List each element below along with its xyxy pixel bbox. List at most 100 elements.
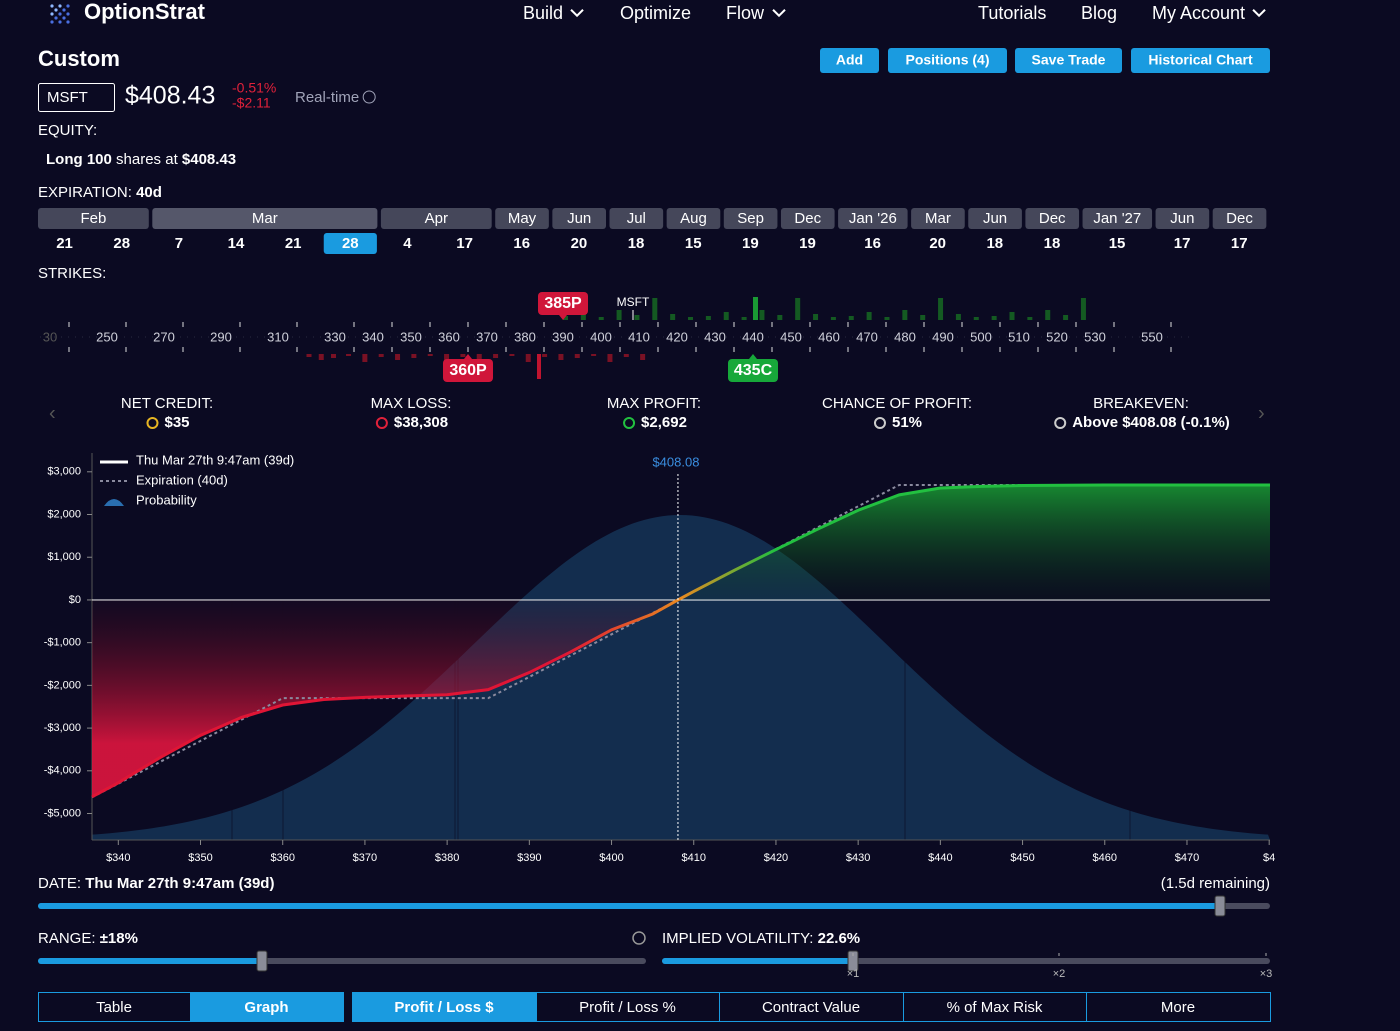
strike-leg-label[interactable]: 360P [449, 362, 487, 379]
strike-label[interactable]: 470 [856, 329, 878, 344]
action-button-label[interactable]: Historical Chart [1148, 52, 1253, 68]
day-label[interactable]: 19 [742, 235, 759, 252]
action-button[interactable] [1131, 48, 1270, 73]
tab-label[interactable]: Graph [244, 999, 288, 1016]
day-label[interactable]: 4 [403, 235, 412, 252]
strike-label[interactable]: 290 [210, 329, 232, 344]
slider-handle[interactable] [1214, 895, 1226, 917]
month-tab[interactable] [1155, 208, 1210, 229]
month-label[interactable]: Feb [80, 210, 106, 227]
day-label[interactable]: 21 [285, 235, 302, 252]
day-label[interactable]: 18 [1044, 235, 1061, 252]
slider-handle[interactable] [847, 950, 859, 972]
tab[interactable] [903, 992, 1087, 1022]
month-label[interactable]: Jan '27 [1093, 210, 1141, 227]
tab[interactable] [38, 992, 191, 1022]
ticker[interactable]: MSFT [47, 89, 88, 106]
month-label[interactable]: Mar [925, 210, 951, 227]
day-label[interactable]: 18 [986, 235, 1003, 252]
nav-link[interactable]: Build [523, 3, 563, 23]
strike-label[interactable]: 450 [780, 329, 802, 344]
tab-label[interactable]: Profit / Loss $ [394, 999, 494, 1016]
month-tab[interactable] [838, 208, 908, 229]
day-label[interactable]: 20 [571, 235, 588, 252]
strike-label[interactable]: 460 [818, 329, 840, 344]
action-button-label[interactable]: Positions (4) [905, 52, 989, 68]
month-tab[interactable] [780, 208, 835, 229]
logo[interactable]: OptionStrat [84, 0, 206, 24]
strike-label[interactable]: 380 [514, 329, 536, 344]
tab[interactable] [1086, 992, 1271, 1022]
nav-link[interactable]: Optimize [620, 3, 691, 23]
strike-label[interactable]: 430 [704, 329, 726, 344]
strike-leg-label[interactable]: 385P [544, 295, 582, 312]
tab-label[interactable]: Contract Value [762, 999, 860, 1016]
day-label[interactable]: 19 [799, 235, 816, 252]
month-tab[interactable] [723, 208, 778, 229]
action-button-label[interactable]: Save Trade [1032, 52, 1106, 68]
month-label[interactable]: Dec [794, 210, 821, 227]
iv-icon[interactable] [632, 931, 646, 945]
month-tab[interactable] [1025, 208, 1080, 229]
day-label[interactable]: 17 [1174, 235, 1191, 252]
strike-label[interactable]: 490 [932, 329, 954, 344]
nav-link[interactable]: Blog [1081, 3, 1117, 23]
slider-handle[interactable] [256, 950, 268, 972]
strike-label[interactable]: 480 [894, 329, 916, 344]
month-label[interactable]: Mar [252, 210, 278, 227]
strike-label[interactable]: 330 [324, 329, 346, 344]
strike-label[interactable]: 420 [666, 329, 688, 344]
strike-label[interactable]: 440 [742, 329, 764, 344]
strike-label[interactable]: 530 [1084, 329, 1106, 344]
tab-label[interactable]: % of Max Risk [947, 999, 1043, 1016]
day-label[interactable]: 28 [342, 235, 359, 252]
action-button[interactable] [1015, 48, 1122, 73]
action-button[interactable] [820, 48, 879, 73]
tab[interactable] [536, 992, 720, 1022]
strike-leg[interactable] [443, 359, 493, 382]
month-tab[interactable] [152, 208, 378, 229]
strike-label[interactable]: 270 [153, 329, 175, 344]
strike-label[interactable]: 550 [1141, 329, 1163, 344]
nav-link[interactable]: My Account [1152, 3, 1245, 23]
day-label[interactable]: 16 [513, 235, 530, 252]
day-label[interactable]: 17 [456, 235, 473, 252]
strike-label[interactable]: 500 [970, 329, 992, 344]
day-label[interactable]: 21 [56, 235, 73, 252]
month-tab[interactable] [911, 208, 965, 229]
tab-label[interactable]: Profit / Loss % [579, 999, 676, 1016]
action-button[interactable] [888, 48, 1007, 73]
legend-label[interactable]: Expiration (40d) [136, 472, 228, 487]
nav-link[interactable]: Flow [726, 3, 765, 23]
legend-label[interactable]: Thu Mar 27th 9:47am (39d) [136, 452, 294, 467]
month-label[interactable]: Jan '26 [849, 210, 897, 227]
legend-label[interactable]: Probability [136, 492, 197, 507]
strike-label[interactable]: 370 [476, 329, 498, 344]
month-tab[interactable] [38, 208, 149, 229]
month-tab[interactable] [552, 208, 606, 229]
month-label[interactable]: Jul [627, 210, 646, 227]
strike-leg-label[interactable]: 435C [734, 362, 773, 379]
month-tab[interactable] [1212, 208, 1267, 229]
day-label[interactable]: 7 [175, 235, 183, 252]
strike-label[interactable]: 390 [552, 329, 574, 344]
month-tab[interactable] [968, 208, 1022, 229]
day-label[interactable]: 18 [628, 235, 645, 252]
month-label[interactable]: Jun [1170, 210, 1194, 227]
tab-label[interactable]: More [1161, 999, 1195, 1016]
month-tab[interactable] [609, 208, 664, 229]
month-label[interactable]: Aug [680, 210, 707, 227]
day-label[interactable]: 14 [228, 235, 245, 252]
tab-label[interactable]: Table [96, 999, 132, 1016]
strike-leg[interactable] [728, 359, 778, 382]
action-button-label[interactable]: Add [836, 52, 863, 68]
month-label[interactable]: Sep [737, 210, 764, 227]
strike-leg[interactable] [538, 292, 588, 315]
strike-label[interactable]: 310 [267, 329, 289, 344]
strike-label[interactable]: 510 [1008, 329, 1030, 344]
strike-label[interactable]: 250 [96, 329, 118, 344]
selected-day[interactable] [323, 233, 377, 254]
day-label[interactable]: 15 [685, 235, 702, 252]
month-label[interactable]: Jun [567, 210, 591, 227]
month-tab[interactable] [666, 208, 721, 229]
